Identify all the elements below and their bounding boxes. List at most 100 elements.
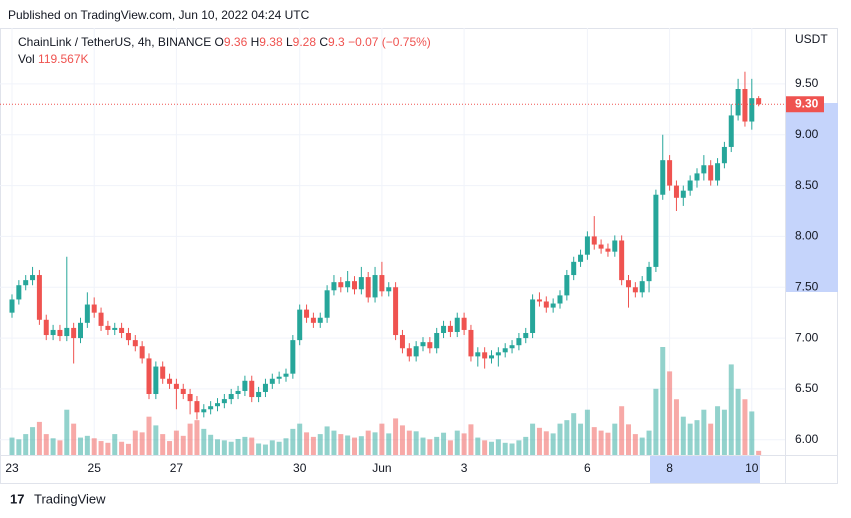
volume-bar <box>468 424 474 455</box>
volume-bar <box>571 413 577 455</box>
volume-bar <box>297 423 303 455</box>
volume-bar <box>578 423 584 455</box>
x-tick-label: 3 <box>461 461 468 475</box>
volume-bar <box>23 434 29 455</box>
candle-body <box>632 287 638 293</box>
candle-body <box>509 345 515 349</box>
volume-bar <box>9 437 15 455</box>
candle-body <box>146 358 152 394</box>
change: −0.07 (−0.75%) <box>348 35 431 49</box>
candle-body <box>221 399 227 404</box>
candle-body <box>454 317 460 332</box>
candle-body <box>721 146 727 164</box>
candle-body <box>564 275 570 296</box>
candle-body <box>9 299 15 313</box>
candle-body <box>23 280 29 286</box>
volume-bar <box>646 430 652 455</box>
volume-bar <box>591 427 597 455</box>
candle-body <box>447 325 453 332</box>
volume-bar <box>153 425 159 455</box>
candle-body <box>57 329 63 337</box>
volume-bar <box>461 433 467 455</box>
candle-body <box>256 391 262 398</box>
volume-bar <box>201 428 207 455</box>
volume-bar <box>187 423 193 455</box>
y-tick-label: 6.00 <box>795 432 819 446</box>
candle-body <box>475 352 481 357</box>
volume-bar <box>317 434 323 455</box>
volume-bar <box>530 423 536 455</box>
candle-body <box>598 244 604 249</box>
candle-body <box>399 335 405 349</box>
volume-bar <box>393 418 399 455</box>
volume-bar <box>365 430 371 455</box>
candle-body <box>194 401 200 413</box>
volume-bar <box>694 420 700 455</box>
volume-bar <box>36 421 42 455</box>
y-tick-label: 9.50 <box>795 76 819 90</box>
volume-bar <box>619 406 625 455</box>
volume-bar <box>434 436 440 455</box>
volume-bar <box>612 423 618 455</box>
volume-bar <box>84 435 90 455</box>
candle-body <box>338 282 344 288</box>
candle-body <box>324 290 330 318</box>
candle-body <box>173 383 179 389</box>
h-key: H <box>250 35 260 49</box>
volume-bar <box>64 409 70 455</box>
volume-bar <box>379 423 385 455</box>
candle-body <box>36 275 42 320</box>
y-tick-label: 6.50 <box>795 381 819 395</box>
volume-bar <box>43 434 49 455</box>
candle-body <box>420 342 426 347</box>
candle-body <box>180 388 186 394</box>
candle-body <box>653 194 659 267</box>
volume-bar <box>235 438 241 455</box>
candle-body <box>441 325 447 333</box>
candle-body <box>310 317 316 323</box>
volume-bar <box>98 441 104 455</box>
candle-body <box>626 280 631 288</box>
volume-bar <box>91 438 97 455</box>
candle-body <box>352 281 357 290</box>
volume-bar <box>639 437 645 455</box>
candle-body <box>105 325 111 330</box>
volume-bar <box>680 416 686 455</box>
volume-bar <box>125 443 131 455</box>
volume-bar <box>701 409 707 455</box>
candle-body <box>345 281 351 288</box>
volume-bar <box>57 440 63 455</box>
volume-bar <box>112 434 118 455</box>
candle-body <box>365 277 371 298</box>
volume-bar <box>728 364 734 455</box>
volume-bar <box>667 371 673 455</box>
volume-bar <box>139 432 145 455</box>
candle-body <box>715 163 721 181</box>
volume-bar <box>215 439 220 455</box>
volume-bar <box>16 439 22 455</box>
c-key: C <box>319 35 329 49</box>
candle-body <box>215 403 220 407</box>
candle-body <box>461 317 467 330</box>
volume-bar <box>660 347 666 455</box>
volume-bar <box>283 438 289 455</box>
candle-body <box>50 329 56 336</box>
candle-body <box>290 340 296 374</box>
candle-body <box>71 327 77 339</box>
candle-body <box>187 394 193 402</box>
candle-body <box>228 394 234 400</box>
candle-body <box>269 378 275 384</box>
volume-bar <box>194 420 200 455</box>
candle-body <box>84 304 90 323</box>
l-value: 9.28 <box>292 35 317 49</box>
volume-bar <box>598 430 604 455</box>
candle-body <box>372 275 378 298</box>
candle-body <box>584 236 590 255</box>
candle-body <box>235 390 241 394</box>
candle-body <box>482 352 488 359</box>
x-tick-label: 23 <box>5 461 19 475</box>
volume-bar <box>146 416 152 455</box>
candle-body <box>612 240 618 252</box>
volume-bar <box>276 441 282 455</box>
